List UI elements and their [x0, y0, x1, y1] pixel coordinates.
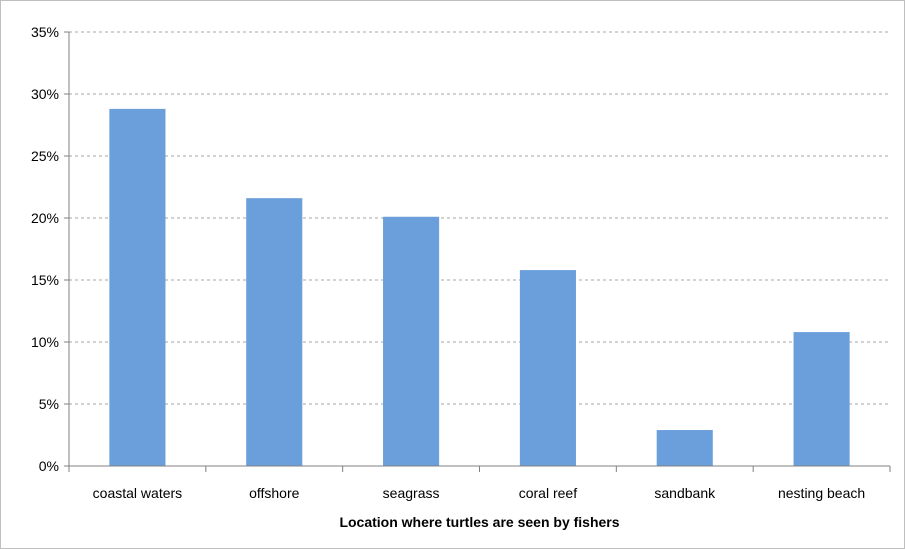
bar [383, 216, 440, 466]
y-tick-label: 25% [31, 148, 59, 164]
x-tick-label: nesting beach [778, 485, 865, 501]
y-tick-label: 30% [31, 86, 59, 102]
x-axis-title: Location where turtles are seen by fishe… [339, 514, 619, 530]
y-tick-label: 15% [31, 272, 59, 288]
y-tick-label: 5% [39, 396, 59, 412]
gridlines [69, 31, 890, 405]
x-tick-label: coral reef [519, 485, 577, 501]
y-tick-label: 20% [31, 210, 59, 226]
x-tick-label: seagrass [383, 485, 440, 501]
bar [656, 430, 713, 466]
bar [246, 198, 303, 466]
y-tick-label: 35% [31, 24, 59, 40]
y-axis-ticks: 0% 5% 10% 15% 20% 25% 30% 35% [31, 24, 69, 474]
bar [109, 108, 166, 466]
bar [793, 332, 850, 466]
bars [109, 108, 850, 466]
y-tick-label: 0% [39, 458, 59, 474]
y-tick-label: 10% [31, 334, 59, 350]
x-tick-label: sandbank [654, 485, 716, 501]
bar [519, 270, 576, 466]
x-tick-label: coastal waters [93, 485, 182, 501]
x-axis-tick-labels: coastal waters offshore seagrass coral reef… [93, 485, 866, 501]
x-tick-label: offshore [249, 485, 300, 501]
axes [68, 32, 891, 472]
